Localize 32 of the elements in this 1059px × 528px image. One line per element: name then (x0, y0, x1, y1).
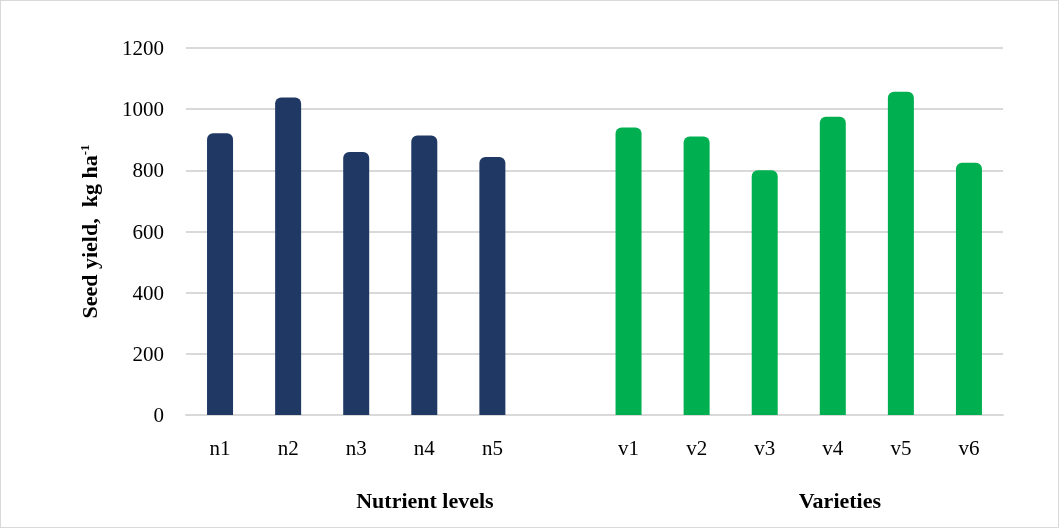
bar (207, 133, 234, 415)
x-tick-label: v1 (618, 435, 640, 460)
bar (343, 151, 370, 415)
y-tick-label: 1000 (122, 97, 164, 122)
bar (887, 91, 914, 415)
x-tick-label: n5 (481, 435, 503, 460)
x-tick-label: v3 (754, 435, 776, 460)
y-tick-label: 0 (153, 403, 164, 427)
y-tick-label: 1200 (122, 36, 164, 60)
y-tick-label: 400 (132, 280, 164, 305)
x-tick-label: v5 (890, 435, 912, 460)
bar (751, 170, 778, 415)
text: Nutrient levels (356, 487, 495, 513)
x-tick-label: v2 (686, 435, 708, 460)
x-tick-label: n1 (209, 435, 231, 460)
x-tick-label: v6 (958, 435, 980, 460)
bar (479, 156, 506, 415)
y-tick-label: 800 (132, 158, 164, 183)
bar (819, 116, 846, 415)
y-axis-title: Seed yield, kg ha-1 (77, 144, 102, 319)
bar (955, 162, 982, 415)
bar (683, 136, 710, 415)
bar (615, 127, 642, 415)
bar (275, 97, 302, 415)
bar (411, 135, 438, 415)
x-tick-label: n3 (345, 435, 367, 460)
text: Varieties (798, 487, 882, 513)
x-tick-label: n2 (277, 435, 299, 460)
x-tick-label: n4 (413, 435, 436, 460)
y-tick-label: 200 (132, 341, 164, 366)
y-tick-label: 600 (132, 219, 164, 244)
x-tick-label: v4 (822, 435, 844, 460)
